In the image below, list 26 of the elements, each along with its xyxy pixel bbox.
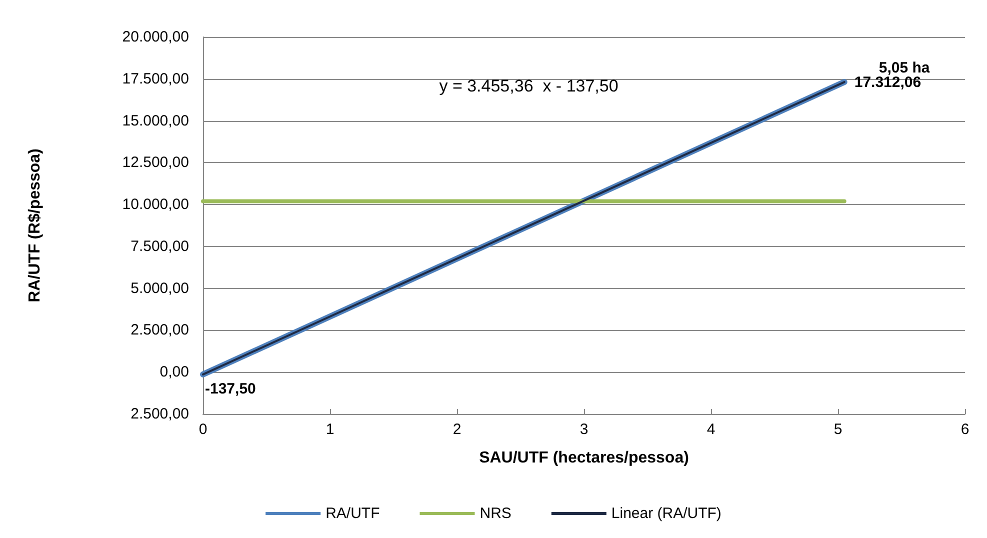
x-tick-label: 0 bbox=[198, 421, 208, 438]
legend-label: Linear (RA/UTF) bbox=[611, 505, 722, 522]
y-tick-label: 7.500,00 bbox=[130, 238, 189, 255]
annotation: 5,05 ha bbox=[878, 60, 930, 77]
y-tick-label: 2.500,00 bbox=[130, 322, 189, 339]
x-tick-label: 5 bbox=[834, 421, 842, 438]
y-tick-label: 10.000,00 bbox=[122, 196, 189, 214]
y-tick-label: 20.000,00 bbox=[122, 28, 189, 46]
x-tick-label: 6 bbox=[960, 421, 970, 438]
legend-label: RA/UTF bbox=[326, 505, 380, 522]
x-tick-label: 1 bbox=[326, 421, 334, 438]
annotation: y = 3.455,36 x - 137,50 bbox=[439, 76, 618, 96]
y-tick-label: 17.500,00 bbox=[122, 70, 189, 88]
legend-label: NRS bbox=[480, 505, 512, 522]
y-axis-title: RA/UTF (R$/pessoa) bbox=[26, 148, 44, 302]
x-tick-label: 3 bbox=[580, 421, 588, 438]
x-tick-label: 4 bbox=[706, 421, 716, 438]
data-label: 17.312,06 bbox=[854, 74, 922, 92]
data-label: -137,50 bbox=[205, 380, 256, 398]
y-tick-label: 12.500,00 bbox=[122, 154, 189, 172]
y-tick-label: 2.500,00 bbox=[130, 406, 189, 422]
y-tick-label: 0,00 bbox=[160, 364, 189, 381]
x-axis-title: SAU/UTF (hectares/pessoa) bbox=[479, 450, 689, 466]
y-tick-label: 5.000,00 bbox=[130, 280, 189, 297]
x-tick-label: 2 bbox=[452, 421, 462, 438]
y-tick-label: 15.000,00 bbox=[122, 112, 189, 130]
